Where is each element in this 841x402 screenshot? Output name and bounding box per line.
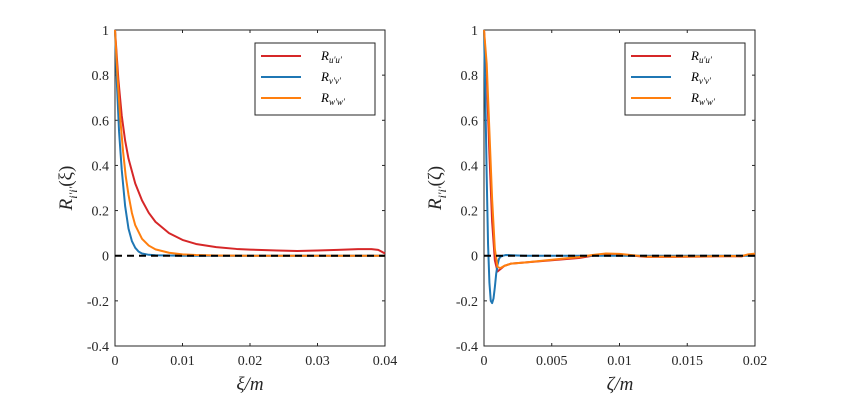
left-y-tick-label: -0.2 — [87, 295, 109, 310]
left-x-tick-label: 0 — [112, 354, 119, 369]
right-x-tick-label: 0.005 — [536, 354, 568, 369]
left-y-tick-label: -0.4 — [87, 340, 109, 355]
right-x-tick-label: 0 — [481, 354, 488, 369]
left-y-axis-label: Ri′i′(ξ) — [56, 166, 80, 212]
left-y-tick-label: 0.4 — [92, 159, 110, 174]
left-y-tick-label: 0.8 — [92, 69, 110, 84]
right-legend-box — [624, 42, 746, 116]
left-series-line-uu — [114, 29, 386, 255]
left-x-axis-label: ξ/m — [236, 374, 263, 395]
left-plot: 0 0.01 0.02 0.03 0.04-0.4-0.200.20.40.60.81 … — [56, 24, 397, 395]
right-y-tick-label: -0.4 — [456, 340, 478, 355]
left-series-line-ww — [114, 29, 385, 257]
right-x-tick-label: 0.015 — [672, 354, 704, 369]
right-y-tick-label: 0.2 — [461, 205, 479, 220]
left-x-tick-label: 0.02 — [238, 354, 263, 369]
left-y-tick-label: 0.6 — [92, 114, 110, 129]
right-y-tick-label: 0 — [471, 250, 478, 265]
left-ticks: 0 0.01 0.02 0.03 0.04 -0.4 -0.2 0 0.2 0.4 0.6 0.8 1 — [87, 24, 397, 369]
left-legend: Ru′u′Rv′v′Rw′w′ — [254, 42, 376, 116]
left-y-tick-label: 0.2 — [92, 205, 110, 220]
right-y-tick-label: -0.2 — [456, 295, 478, 310]
right-y-tick-label: 0.6 — [461, 114, 479, 129]
right-y-tick-label: 0.8 — [461, 69, 479, 84]
right-y-tick-label: 0.4 — [461, 159, 479, 174]
right-y-axis-label: Ri′i′(ζ) — [425, 166, 449, 211]
right-ticks: 0 0.005 0.01 0.015 0.02 -0.4 -0.2 0 0.2 0.4 0.6 0.8… — [456, 24, 767, 369]
left-x-tick-label: 0.01 — [170, 354, 195, 369]
right-plot: 0 0.005 0.01 0.015 0.02 -0.4 -0.2 0 0.2 0.4 0.6 0.8… — [425, 24, 767, 395]
right-x-tick-label: 0.01 — [607, 354, 632, 369]
right-x-tick-label: 0.02 — [743, 354, 768, 369]
left-x-tick-label: 0.04 — [373, 354, 398, 369]
left-legend-box — [254, 42, 376, 116]
left-y-tick-label: 1 — [102, 24, 109, 39]
right-x-axis-label: ζ/m — [607, 374, 634, 395]
right-y-tick-label: 1 — [471, 24, 478, 39]
left-x-tick-label: 0.03 — [305, 354, 330, 369]
right-legend: Ru′u′Rv′v′Rw′w′ — [624, 42, 746, 116]
left-y-tick-label: 0 — [102, 250, 109, 265]
